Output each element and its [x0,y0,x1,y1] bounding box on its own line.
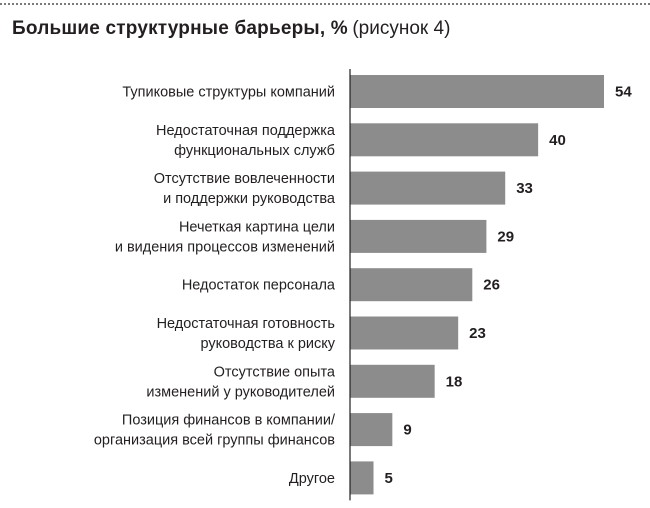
category-label-5: Недостаток персонала [182,278,336,294]
value-label-3: 33 [516,180,533,197]
chart-subtitle: (рисунок 4) [352,18,451,39]
bar-9 [350,461,374,495]
value-label-8: 9 [403,422,411,439]
category-label-8-line-1: Позиция финансов в компании/ [122,413,336,429]
category-label-7-line-2: изменений у руководителей [146,384,335,400]
category-label-3-line-1: Отсутствие вовлеченности [154,171,335,187]
category-label-4-line-2: и видения процессов изменений [115,239,335,255]
value-label-2: 40 [549,132,566,149]
bar-2 [350,123,539,157]
category-label-6-line-2: руководства к риску [200,336,335,352]
value-label-1: 54 [615,84,632,101]
top-dotted-rule [0,3,650,5]
category-label-9: Другое [289,471,335,487]
bar-1 [350,75,604,108]
bar-6 [350,316,459,350]
category-label-1: Тупиковые структуры компаний [122,85,335,101]
bar-5 [350,268,473,302]
value-label-4: 29 [497,228,514,245]
category-label-6-line-1: Недостаточная готовность [157,316,335,332]
value-label-6: 23 [469,325,486,342]
value-label-9: 5 [385,470,393,487]
bar-8 [350,413,393,447]
bar-3 [350,171,506,205]
category-label-3-line-2: и поддержки руководства [163,191,336,207]
chart-title: Большие структурные барьеры, % (рисунок … [12,18,450,40]
category-label-7-line-1: Отсутствие опыта [214,364,336,380]
category-label-2-line-2: функциональных служб [174,143,335,159]
category-label-8-line-2: организация всей группы финансов [94,433,335,449]
value-label-5: 26 [483,277,500,294]
category-label-2-line-1: Недостаточная поддержка [156,123,336,139]
value-label-7: 18 [446,373,463,390]
chart-title-main: Большие структурные барьеры, % [12,18,348,39]
bar-7 [350,364,435,398]
bar-4 [350,219,487,253]
category-label-4-line-1: Нечеткая картина цели [179,219,335,235]
